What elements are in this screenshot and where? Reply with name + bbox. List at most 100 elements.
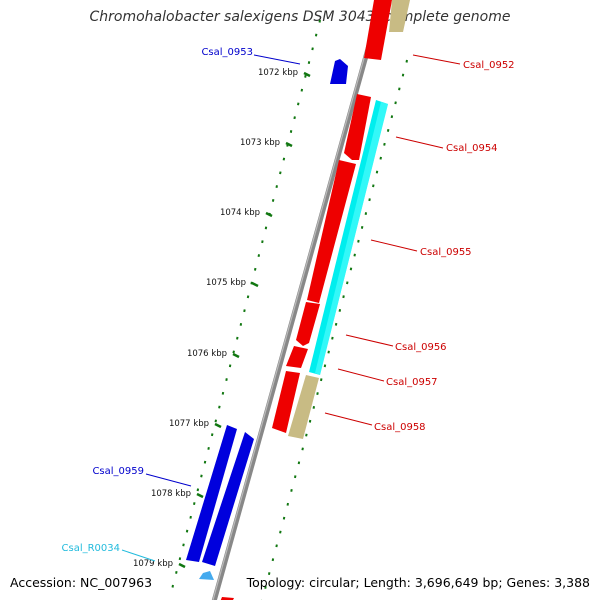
guide-dot — [271, 558, 275, 562]
guide-dot — [390, 115, 394, 119]
gene-labels: Csal_0952 Csal_0953 Csal_0954 Csal_0955 Csal… — [62, 47, 515, 562]
gene-label[interactable]: Csal_0954 — [446, 143, 498, 154]
scale-tick-label: 1079 kbp — [133, 559, 173, 569]
guide-dot — [189, 515, 192, 519]
guide-dot — [293, 116, 296, 120]
guide-dot — [338, 309, 342, 312]
guide-dot — [282, 157, 286, 161]
guide-dot — [264, 226, 268, 230]
gene-csal-0957[interactable] — [286, 346, 308, 368]
genome-summary-label: Topology: circular; Length: 3,696,649 bp… — [246, 575, 590, 590]
guide-dot — [246, 295, 250, 299]
guide-dot — [308, 419, 312, 423]
guide-dot — [349, 267, 353, 271]
guide-dot — [405, 59, 408, 63]
gene-label-leader — [370, 239, 418, 252]
guide-dot — [368, 198, 371, 202]
guide-dot — [232, 350, 235, 354]
guide-dot — [375, 170, 379, 174]
scale-tick-mark — [178, 562, 186, 569]
guide-dot — [320, 378, 323, 382]
guide-dot — [279, 171, 282, 175]
gene-label[interactable]: Csal_R0034 — [62, 543, 121, 554]
gene-label[interactable]: Csal_0957 — [386, 377, 438, 388]
guide-dot — [228, 364, 232, 368]
guide-dot — [318, 19, 321, 23]
guide-dot — [307, 61, 311, 65]
guide-dot — [239, 322, 243, 326]
gene-csal-0959-a[interactable] — [186, 425, 237, 562]
guide-dot — [193, 502, 196, 506]
guide-dot — [207, 446, 210, 450]
guide-dot — [182, 543, 185, 547]
guide-dot — [314, 33, 318, 37]
guide-dot — [304, 74, 307, 78]
guide-dot — [383, 142, 386, 146]
gene-label[interactable]: Csal_0952 — [463, 60, 515, 71]
guide-dot — [225, 378, 228, 381]
gene-red-bottom[interactable] — [220, 597, 234, 600]
gene-label-leader — [145, 473, 192, 487]
guide-dot — [196, 488, 200, 492]
genome-backbone-highlight — [212, 0, 381, 600]
gene-csal-0953[interactable] — [330, 59, 348, 84]
gene-csal-0959-b[interactable] — [202, 432, 254, 566]
gene-label-leader — [345, 334, 394, 347]
scale-tick-label: 1075 kbp — [206, 278, 246, 288]
gene-label[interactable]: Csal_0956 — [395, 342, 447, 353]
guide-dot — [316, 392, 319, 396]
guide-dot — [185, 529, 189, 533]
guide-dot — [305, 433, 308, 437]
scale-ticks: 1072 kbp 1073 kbp 1074 kbp 1075 kbp 1076 kbp… — [133, 68, 311, 569]
gene-label[interactable]: Csal_0953 — [201, 47, 253, 58]
guide-dot — [360, 225, 364, 229]
gene-label-leader — [121, 549, 156, 562]
accession-label: Accession: NC_007963 — [10, 575, 153, 590]
guide-dot — [331, 336, 334, 340]
gene-label[interactable]: Csal_0955 — [420, 247, 472, 258]
gene-csal-r0034[interactable] — [199, 571, 214, 580]
gene-label-leader — [337, 368, 385, 382]
guide-dot — [257, 254, 261, 257]
scale-tick-label: 1078 kbp — [151, 489, 191, 499]
gene-csal-0958[interactable] — [272, 371, 300, 433]
guide-dot — [386, 129, 390, 132]
guide-dot — [286, 502, 290, 506]
scale-tick-label: 1077 kbp — [169, 419, 209, 429]
gene-csal-0955[interactable] — [307, 160, 356, 303]
guide-dot — [297, 102, 300, 106]
guide-dot — [342, 295, 345, 299]
guide-dot — [214, 419, 218, 423]
guide-dot — [175, 571, 178, 574]
gene-csal-0952[interactable] — [364, 0, 392, 60]
guide-dot — [401, 73, 405, 77]
gene-csal-0954[interactable] — [344, 94, 371, 160]
guide-dot — [357, 239, 360, 243]
guide-dot — [289, 130, 293, 133]
guide-dot — [372, 184, 375, 188]
guide-dot — [379, 156, 382, 160]
guide-dot — [394, 101, 397, 105]
guide-dot — [327, 350, 330, 354]
gene-label[interactable]: Csal_0959 — [92, 466, 144, 477]
guide-dot — [200, 474, 203, 478]
gene-tan-bottom[interactable] — [288, 375, 319, 439]
gene-csal-0956[interactable] — [296, 302, 320, 346]
gene-tan-top[interactable] — [389, 0, 410, 32]
guide-dot — [282, 516, 286, 520]
scale-tick-label: 1074 kbp — [220, 208, 260, 218]
guide-dot — [275, 185, 278, 189]
gene-cyan-shade — [315, 102, 388, 375]
guide-dot — [210, 433, 214, 437]
genome-backbone — [211, 0, 385, 600]
gene-label[interactable]: Csal_0958 — [374, 422, 426, 433]
scale-tick-label: 1072 kbp — [258, 68, 298, 78]
guide-dot — [236, 336, 239, 340]
guide-dot — [178, 557, 182, 561]
scale-tick-mark — [251, 281, 259, 288]
guide-dot — [275, 544, 278, 548]
guide-dot — [290, 489, 293, 492]
guide-dot — [253, 267, 257, 271]
scale-tick-mark — [196, 492, 204, 499]
